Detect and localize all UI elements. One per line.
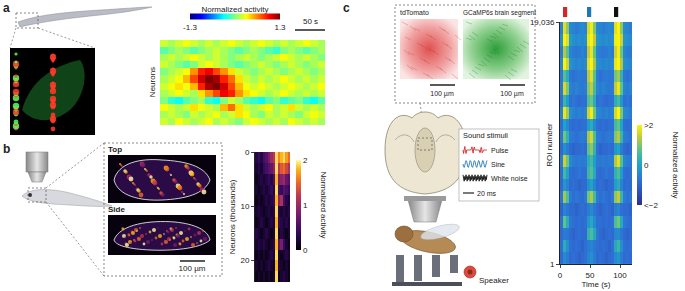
svg-text:Side: Side xyxy=(108,205,125,214)
svg-text:Time (s): Time (s) xyxy=(581,280,610,289)
svg-text:Top: Top xyxy=(108,145,122,154)
svg-text:a: a xyxy=(3,1,10,15)
svg-text:b: b xyxy=(3,142,10,156)
svg-text:50 s: 50 s xyxy=(303,17,318,26)
svg-text:0: 0 xyxy=(245,148,250,157)
svg-text:Speaker: Speaker xyxy=(479,276,509,285)
svg-text:100 µm: 100 µm xyxy=(430,90,454,98)
svg-text:20 ms: 20 ms xyxy=(477,190,497,197)
svg-text:Neurons (thousands): Neurons (thousands) xyxy=(228,179,237,254)
svg-text:Normalized activity: Normalized activity xyxy=(201,5,268,14)
svg-text:100 µm: 100 µm xyxy=(500,90,524,98)
svg-text:GCaMP6s brain segment: GCaMP6s brain segment xyxy=(463,9,536,17)
svg-text:c: c xyxy=(343,1,350,15)
svg-text:10: 10 xyxy=(240,202,249,211)
svg-text:Pulse: Pulse xyxy=(491,147,509,154)
svg-text:0: 0 xyxy=(303,246,308,255)
svg-text:50: 50 xyxy=(586,271,595,280)
svg-text:1: 1 xyxy=(303,201,308,210)
svg-text:2: 2 xyxy=(303,156,308,165)
svg-text:100 µm: 100 µm xyxy=(179,264,206,273)
svg-text:<−2: <−2 xyxy=(644,201,658,210)
svg-text:100: 100 xyxy=(613,271,627,280)
svg-text:0: 0 xyxy=(558,271,563,280)
svg-text:Sine: Sine xyxy=(491,161,505,168)
svg-text:Normalized activity: Normalized activity xyxy=(319,171,328,238)
svg-text:Sound stimuli: Sound stimuli xyxy=(463,131,508,140)
svg-text:0: 0 xyxy=(644,161,649,170)
svg-text:>2: >2 xyxy=(644,121,654,130)
svg-text:Neurons: Neurons xyxy=(148,67,157,97)
svg-text:-1.3: -1.3 xyxy=(183,23,197,32)
svg-text:1.3: 1.3 xyxy=(274,23,286,32)
svg-text:Normalized activity: Normalized activity xyxy=(671,131,680,198)
svg-text:1: 1 xyxy=(550,260,555,269)
svg-text:tdTomato: tdTomato xyxy=(400,9,429,16)
svg-text:19,036: 19,036 xyxy=(530,18,555,27)
svg-text:20: 20 xyxy=(240,256,249,265)
svg-text:White noise: White noise xyxy=(491,175,528,182)
svg-text:ROI number: ROI number xyxy=(545,123,554,167)
